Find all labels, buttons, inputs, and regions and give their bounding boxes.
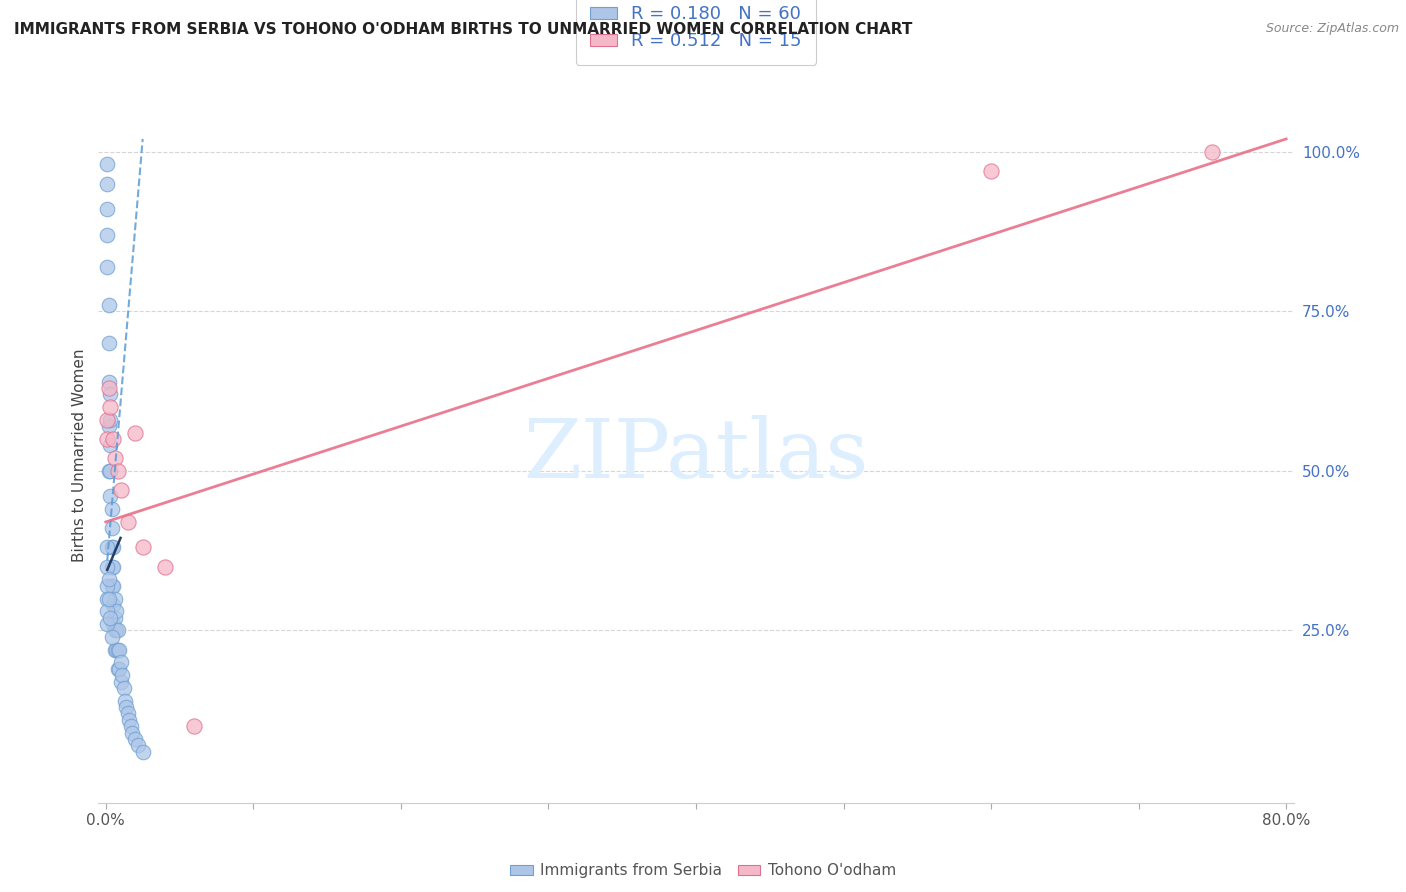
Point [110,674,132,689]
Point [183,719,205,733]
Point [100,541,122,555]
Legend: Immigrants from Serbia, Tohono O'odham: Immigrants from Serbia, Tohono O'odham [503,857,903,884]
Point [107,662,129,676]
Point [104,451,127,466]
Point [108,662,131,676]
Point [112,681,135,695]
Point [98,464,121,478]
Point [100,502,122,516]
Point [96,260,118,274]
Point [100,630,122,644]
Point [115,700,138,714]
Point [96,227,118,242]
Point [104,624,127,638]
Point [121,725,143,739]
Point [105,642,128,657]
Point [111,668,134,682]
Point [131,541,153,555]
Point [101,559,124,574]
Point [100,579,122,593]
Point [96,202,118,216]
Point [1201,145,1223,159]
Point [96,579,118,593]
Point [98,387,121,401]
Point [96,157,118,171]
Point [98,413,121,427]
Point [104,610,127,624]
Point [104,642,127,657]
Point [96,604,118,618]
Point [124,731,146,746]
Point [96,591,118,606]
Point [110,483,132,497]
Point [101,432,124,446]
Point [101,598,124,612]
Point [104,591,127,606]
Point [98,400,121,414]
Point [107,624,129,638]
Legend: R = 0.180   N = 60, R = 0.512   N = 15: R = 0.180 N = 60, R = 0.512 N = 15 [575,0,817,65]
Y-axis label: Births to Unmarried Women: Births to Unmarried Women [72,348,87,562]
Text: IMMIGRANTS FROM SERBIA VS TOHONO O'ODHAM BIRTHS TO UNMARRIED WOMEN CORRELATION C: IMMIGRANTS FROM SERBIA VS TOHONO O'ODHAM… [14,22,912,37]
Point [105,624,128,638]
Point [105,604,128,618]
Point [96,559,118,574]
Point [980,164,1002,178]
Point [107,464,129,478]
Point [100,521,122,535]
Point [96,413,118,427]
Point [131,745,153,759]
Point [117,515,139,529]
Point [97,573,120,587]
Point [97,591,120,606]
Point [97,375,120,389]
Point [101,541,124,555]
Text: Source: ZipAtlas.com: Source: ZipAtlas.com [1265,22,1399,36]
Point [96,541,118,555]
Point [96,617,118,632]
Point [108,642,131,657]
Point [110,656,132,670]
Point [127,739,149,753]
Point [96,432,118,446]
Point [118,713,141,727]
Point [96,177,118,191]
Point [101,579,124,593]
Point [97,419,120,434]
Point [97,464,120,478]
Text: ZIPatlas: ZIPatlas [523,415,869,495]
Point [98,490,121,504]
Point [101,617,124,632]
Point [117,706,139,721]
Point [98,438,121,452]
Point [153,559,176,574]
Point [124,425,146,440]
Point [97,298,120,312]
Point [120,719,142,733]
Point [100,559,122,574]
Point [97,381,120,395]
Point [114,694,136,708]
Point [97,336,120,351]
Point [107,642,129,657]
Point [98,610,121,624]
